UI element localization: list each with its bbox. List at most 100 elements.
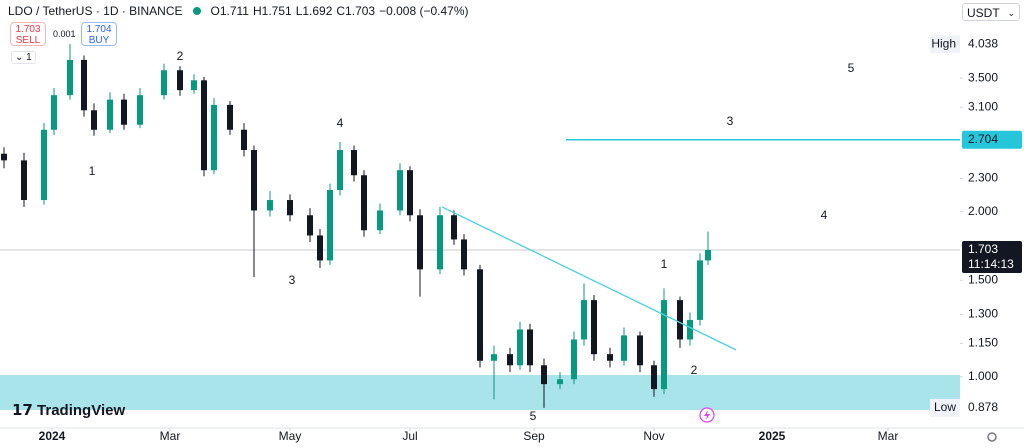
currency: USDT [967, 6, 1000, 20]
wave-label: 2 [177, 49, 184, 63]
wave-label: 5 [530, 409, 537, 423]
y-tick-label: 1.500 [968, 272, 998, 286]
candle-body [351, 150, 357, 176]
wave-label: 4 [821, 208, 828, 222]
candle-body [581, 300, 587, 340]
candle-body [337, 150, 343, 191]
wave-label: 4 [337, 116, 344, 130]
candle-body [241, 129, 247, 151]
candle-body [591, 300, 597, 355]
candle-body [201, 80, 207, 171]
candle-body [227, 104, 233, 130]
candle-body [477, 269, 483, 361]
spread: 0.001 [53, 29, 76, 39]
close: C1.703 [336, 4, 376, 18]
marker-label-bg [930, 35, 960, 54]
y-tick-label: 1.000 [968, 369, 998, 383]
last-price-tag [962, 240, 1022, 273]
marker-label: Low [934, 400, 956, 414]
candle-body [517, 329, 523, 366]
settings-icon [987, 432, 997, 442]
wave-label: 1 [89, 164, 96, 178]
candle-body [161, 70, 167, 96]
candle-body [651, 365, 657, 390]
candle-body [507, 354, 513, 366]
wave-label: 1 [661, 257, 668, 271]
header: LDO / TetherUS · 1D · BINANCE O1.711 H1.7… [8, 4, 473, 18]
candle-body [1, 153, 7, 161]
last-price-label: 1.703 [968, 242, 998, 256]
candle-body [307, 215, 313, 236]
candle-body [211, 104, 217, 171]
candle-body [705, 249, 711, 261]
symbol[interactable]: LDO / TetherUS · 1D · BINANCE [8, 4, 183, 18]
wave-label: 3 [727, 114, 734, 128]
candle-body [67, 59, 73, 96]
y-tick-label: 1.300 [968, 307, 998, 321]
collapse-count: 1 [26, 52, 32, 63]
buy-button[interactable]: 1.704 BUY [81, 22, 117, 46]
y-tick-label: 3.100 [968, 99, 998, 113]
candle-body [571, 339, 577, 380]
candle-body [417, 215, 423, 270]
logo[interactable]: 𝟭𝟳 TradingView [12, 402, 126, 419]
candle-body [317, 235, 323, 261]
candle-body [697, 260, 703, 320]
high: H1.751 [252, 4, 292, 18]
candle-body [397, 170, 403, 211]
candle-body [267, 200, 273, 211]
buy-label: BUY [88, 35, 110, 46]
y-tick-label: 1.150 [968, 336, 998, 350]
candle-body [177, 70, 183, 91]
candle-body [377, 210, 383, 231]
y-tick-label: 2.000 [968, 204, 998, 218]
ohlc: O1.711 H1.751 L1.692 C1.703 −0.008 (−0.47%) [211, 4, 473, 18]
candle-body [81, 59, 87, 111]
candle-body [327, 190, 333, 261]
x-tick-label: Nov [643, 429, 664, 443]
zone [0, 374, 960, 411]
x-tick-label: Jul [402, 429, 417, 443]
candle-body [107, 99, 113, 130]
y-tick-label: 2.300 [968, 171, 998, 185]
candle-body [637, 335, 643, 366]
marker-label-bg [930, 398, 960, 417]
currency-selector[interactable]: USDT ⌄ [962, 3, 1020, 21]
change: −0.008 (−0.47%) [379, 4, 469, 18]
candle-body [451, 215, 457, 240]
candle-body [137, 95, 143, 125]
candle-body [41, 129, 47, 201]
countdown: 11:14:13 [968, 257, 1014, 271]
sell-button[interactable]: 1.703 SELL [10, 22, 46, 46]
marker-value: 0.878 [968, 400, 998, 414]
trendline [441, 206, 737, 351]
x-tick-label: Mar [160, 429, 181, 443]
candle-body [91, 110, 97, 130]
marker-label: High [931, 36, 956, 50]
logo-text: TradingView [37, 402, 126, 419]
level-tag [962, 130, 1022, 149]
wave-label: 2 [691, 363, 698, 377]
candle-body [51, 95, 57, 130]
candle-body [361, 175, 367, 231]
buy-price: 1.704 [86, 24, 112, 35]
events-icon-bolt [704, 410, 710, 420]
candle-body [21, 160, 27, 201]
x-tick-label: 2025 [759, 429, 786, 443]
candle-body [287, 200, 293, 216]
collapse-button[interactable]: ⌄ 1 [11, 51, 36, 64]
sell-price: 1.703 [15, 24, 41, 35]
candle-body [191, 80, 197, 91]
x-tick-label: Mar [878, 429, 899, 443]
price-axis [960, 0, 1024, 448]
wave-label: 3 [289, 273, 296, 287]
candle-body [437, 215, 443, 270]
wave-label: 5 [848, 61, 855, 75]
candle-body [461, 239, 467, 270]
x-tick-label: 2024 [39, 429, 66, 443]
candle-body [661, 300, 667, 390]
candle-body [407, 170, 413, 216]
candle-body [491, 354, 497, 361]
